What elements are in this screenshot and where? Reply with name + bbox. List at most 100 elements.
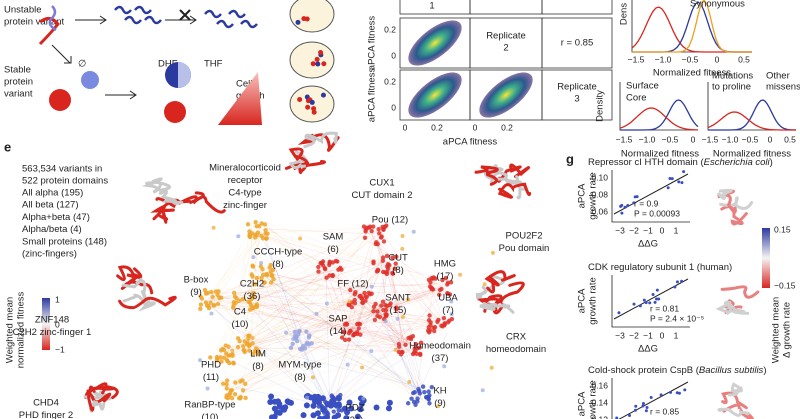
network-node (376, 227, 381, 232)
network-edge (230, 324, 344, 384)
network-edge (202, 298, 323, 401)
y-tick-label: 0.14 (591, 397, 608, 407)
network-node (236, 234, 241, 239)
network-edge (214, 293, 257, 350)
network-edge (206, 274, 264, 303)
network-edge (239, 227, 369, 301)
unfolded-chain (204, 9, 222, 19)
network-edge (210, 235, 261, 306)
density-cloud (408, 72, 462, 118)
cluster-label: (37) (432, 353, 449, 364)
cluster-label: CCCH-type (254, 247, 303, 258)
network-edge (355, 235, 373, 297)
network-edge (243, 227, 369, 348)
colorbar-label: normalized fitness (16, 291, 27, 368)
network-node (330, 260, 336, 265)
network-node (216, 289, 221, 294)
network-node (335, 401, 342, 408)
network-node (264, 271, 269, 277)
network-node (437, 292, 442, 298)
network-node (221, 347, 227, 353)
network-edge (240, 304, 391, 393)
network-node (322, 266, 328, 272)
network-edge (249, 229, 385, 264)
network-node (251, 305, 256, 311)
network-node (210, 294, 215, 300)
x-tick-label: −1.0 (655, 54, 672, 64)
network-node (219, 359, 224, 364)
protein-structure (497, 182, 532, 199)
cell-protein (310, 61, 316, 67)
network-node (215, 292, 220, 298)
network-node (384, 253, 390, 259)
network-edge (229, 347, 297, 386)
network-edge (259, 271, 417, 390)
cluster-label: (7) (442, 305, 454, 316)
network-node (292, 329, 298, 335)
network-node (249, 296, 254, 302)
network-node (349, 305, 355, 310)
network-node (198, 294, 203, 299)
cluster-label: (9) (434, 398, 446, 409)
protein-structure (475, 274, 505, 302)
network-edge (263, 236, 324, 403)
network-node (390, 255, 395, 260)
legend-entry: Core (626, 93, 647, 104)
network-node (247, 234, 252, 239)
network-node (309, 341, 314, 346)
network-node (429, 384, 435, 390)
protein-structure (474, 165, 499, 186)
network-node (224, 386, 229, 391)
network-edge (243, 301, 421, 395)
network-edge (352, 299, 366, 333)
cluster-label: PHD (201, 360, 221, 371)
network-edge (248, 283, 437, 294)
network-edge (244, 293, 416, 397)
title-part: ) (763, 365, 766, 376)
network-edge (266, 271, 425, 403)
network-node (339, 335, 345, 340)
network-edge (253, 237, 294, 336)
arrow (105, 90, 137, 100)
network-node (228, 388, 234, 393)
title-part: Repressor cI HTH domain ( (588, 157, 704, 168)
network-node (362, 290, 367, 296)
network-edge (292, 258, 386, 334)
network-edge (244, 230, 378, 305)
arrow (51, 44, 72, 64)
network-node (270, 273, 275, 278)
correlation: r = 0.85 (561, 38, 593, 49)
cluster-label: RanBP-type (184, 400, 235, 411)
network-node (435, 319, 440, 324)
network-node (204, 303, 210, 308)
network-node (240, 378, 245, 383)
network-node (381, 307, 386, 313)
network-edge (229, 385, 325, 405)
network-node (254, 275, 260, 281)
protein-structure (717, 189, 737, 214)
network-edge (244, 292, 418, 344)
network-node (320, 259, 326, 264)
cell (289, 0, 335, 33)
network-node (246, 299, 251, 304)
network-node (284, 330, 289, 335)
network-node (449, 312, 454, 317)
cluster-label: B-box (184, 275, 209, 286)
network-node (480, 388, 485, 393)
network-node (254, 224, 259, 229)
grid-box (541, 0, 613, 15)
cluster-label: (10) (202, 412, 219, 419)
x-tick-label: −2 (629, 225, 639, 235)
protein-label: zinc-finger (223, 200, 267, 211)
colorbar-label: Δ growth rate (782, 302, 793, 358)
protein-structure (477, 294, 505, 315)
colorbar-tick: −0.15 (774, 280, 796, 290)
network-edge (267, 272, 355, 296)
network-node (300, 412, 307, 419)
network-node (251, 255, 256, 260)
replicate-label: Replicate (486, 31, 526, 42)
network-node (304, 329, 309, 334)
network-edge (355, 327, 434, 333)
network-node (325, 410, 330, 416)
